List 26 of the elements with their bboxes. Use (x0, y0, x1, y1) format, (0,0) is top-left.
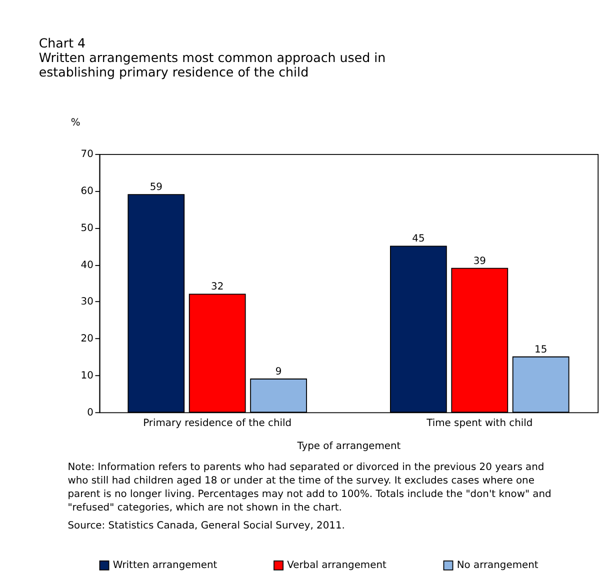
y-tick-label: 40 (80, 260, 94, 271)
data-label: 32 (211, 282, 224, 293)
y-axis-title: % (70, 118, 80, 129)
y-tick-label: 60 (80, 186, 94, 198)
y-tick-label: 50 (80, 222, 94, 234)
y-tick-label: 10 (80, 370, 94, 382)
y-tick-label: 20 (80, 334, 94, 345)
y-tick-label: 70 (80, 149, 94, 160)
x-axis-title: Type of arrangement (296, 440, 401, 452)
legend-label: Written arrangement (112, 560, 218, 572)
legend-label: Verbal arrangement (287, 560, 386, 572)
text: Written arrangements most common approach used in (38, 50, 386, 65)
source-note: Source: Statistics Canada, General Social Survey, 2011. (68, 520, 345, 532)
data-label: 39 (473, 256, 486, 267)
y-tick-label: 30 (80, 296, 94, 308)
y-tick-label: 0 (87, 407, 94, 418)
text: Chart 4 (38, 35, 86, 50)
data-label: 45 (412, 234, 425, 245)
legend-label: No arrangement (456, 560, 538, 572)
x-tick-label: Time spent with child (426, 418, 533, 430)
x-tick-label: Primary residence of the child (143, 418, 292, 430)
text: establishing primary residence of the child (38, 64, 309, 80)
data-label: 15 (534, 344, 548, 356)
data-label: 9 (275, 366, 282, 378)
data-label: 59 (150, 182, 162, 194)
text: Note: Information refers to parents who had separated or divorced in the previous 20 years and who still had children aged 18 or under at the time of the survey. It excludes cases where one parent is no longer living. Percentages may not add to 100%. Totals include the "don't know" and "refused" categories, which are not shown in the chart. (68, 462, 552, 514)
